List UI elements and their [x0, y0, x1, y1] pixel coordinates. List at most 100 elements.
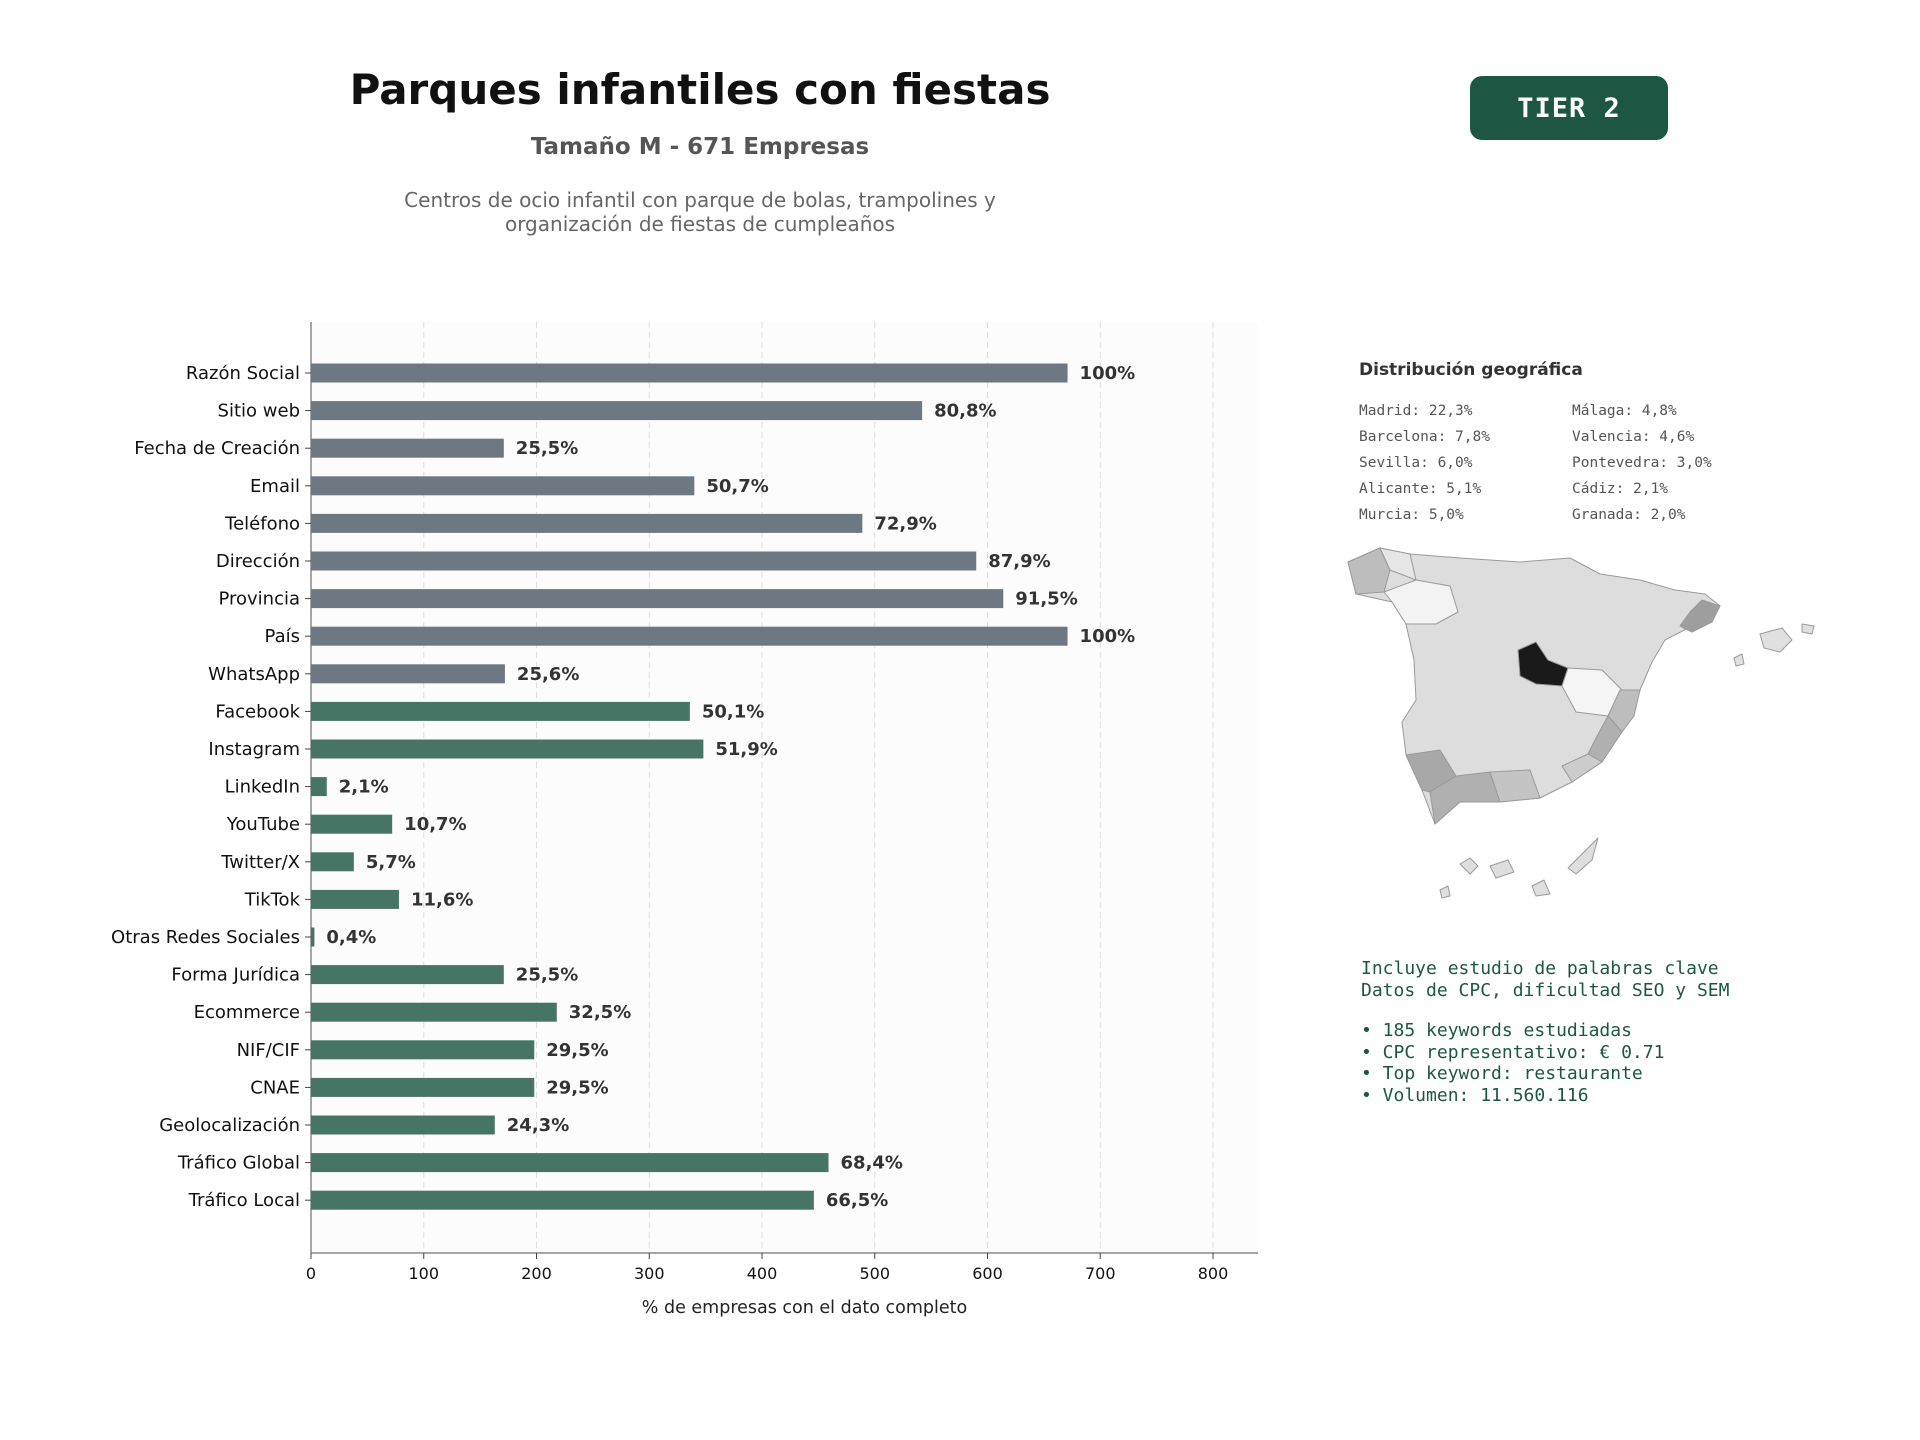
geo-item: Murcia: 5,0% [1359, 507, 1464, 523]
description-line-1: Centros de ocio infantil con parque de b… [404, 188, 996, 212]
data-label: 24,3% [507, 1115, 569, 1136]
x-tick-label: 400 [747, 1264, 778, 1283]
data-label: 100% [1080, 626, 1136, 647]
geo-list-right: Málaga: 4,8% Valencia: 4,6% Pontevedra: … [1572, 398, 1712, 528]
map-canary-1 [1459, 857, 1479, 875]
category-label: Facebook [215, 701, 300, 722]
page-title: Parques infantiles con fiestas [349, 65, 1051, 114]
keyword-item: • 185 keywords estudiadas [1361, 1020, 1632, 1041]
map-balearic-mallorca [1759, 627, 1793, 653]
data-label: 66,5% [826, 1190, 888, 1211]
data-label: 50,1% [702, 701, 764, 722]
geo-item: Alicante: 5,1% [1359, 481, 1482, 497]
map-region-pontevedra [1347, 547, 1391, 595]
keyword-item: • Top keyword: restaurante [1361, 1063, 1643, 1084]
category-label: País [265, 626, 300, 647]
category-label: Instagram [208, 739, 300, 760]
geo-item: Barcelona: 7,8% [1359, 429, 1490, 445]
geo-item: Madrid: 22,3% [1359, 403, 1473, 419]
x-tick-label: 200 [521, 1264, 552, 1283]
bar [311, 476, 695, 496]
category-label: Twitter/X [220, 852, 300, 873]
bar [311, 1077, 535, 1097]
bar [311, 814, 393, 834]
category-label: Geolocalización [159, 1115, 300, 1136]
map-region-murcia [1561, 753, 1603, 783]
bar [311, 438, 504, 458]
map-region-valencia [1607, 689, 1641, 733]
page-subtitle: Tamaño M - 671 Empresas [530, 134, 870, 160]
data-label: 51,9% [715, 739, 777, 760]
category-label: WhatsApp [208, 664, 300, 685]
tier-badge: TIER 2 [1470, 76, 1668, 140]
geo-item: Cádiz: 2,1% [1572, 481, 1669, 497]
x-tick-label: 800 [1198, 1264, 1229, 1283]
data-label: 29,5% [546, 1040, 608, 1061]
bar [311, 1040, 535, 1060]
bar [311, 363, 1068, 383]
bar [311, 701, 690, 721]
category-label: Ecommerce [194, 1002, 300, 1023]
category-label: Tráfico Local [188, 1190, 300, 1211]
x-axis-label: % de empresas con el dato completo [642, 1298, 967, 1318]
bar [311, 739, 704, 759]
bar [311, 626, 1068, 646]
bar [311, 401, 923, 421]
data-label: 5,7% [366, 852, 416, 873]
category-label: Sitio web [218, 401, 300, 422]
category-label: YouTube [226, 814, 300, 835]
data-label: 25,5% [516, 438, 578, 459]
keyword-item: • CPC representativo: € 0.71 [1361, 1041, 1665, 1063]
category-label: Teléfono [224, 513, 300, 534]
category-label: Tráfico Global [177, 1153, 300, 1174]
x-tick-label: 600 [972, 1264, 1003, 1283]
map-region-granada [1489, 769, 1541, 803]
bar [311, 1115, 495, 1135]
category-label: Dirección [216, 551, 300, 572]
data-label: 0,4% [326, 927, 376, 948]
bar [311, 927, 315, 947]
data-label: 87,9% [988, 551, 1050, 572]
keyword-intro-line-1: Incluye estudio de palabras clave [1361, 958, 1719, 979]
category-label: Otras Redes Sociales [111, 927, 300, 948]
keyword-intro-line-2: Datos de CPC, dificultad SEO y SEM [1361, 979, 1730, 1001]
x-tick-label: 500 [859, 1264, 890, 1283]
map-canary-5 [1439, 885, 1451, 899]
map-region-leon [1383, 579, 1459, 625]
bar [311, 589, 1004, 609]
map-canary-3 [1531, 879, 1551, 897]
header: Parques infantiles con fiestas Tamaño M … [300, 60, 1100, 236]
data-label: 10,7% [404, 814, 466, 835]
category-label: LinkedIn [225, 777, 300, 798]
bar [311, 551, 977, 571]
data-label: 25,6% [517, 664, 579, 685]
keyword-item: • Volumen: 11.560.116 [1361, 1084, 1589, 1106]
plot-area [311, 322, 1258, 1253]
x-tick-label: 300 [634, 1264, 665, 1283]
x-tick-label: 100 [408, 1264, 439, 1283]
category-label: Forma Jurídica [171, 965, 300, 986]
data-label: 50,7% [706, 476, 768, 497]
spain-map [1347, 547, 1815, 899]
data-label: 80,8% [934, 401, 996, 422]
bar [311, 965, 504, 985]
data-label: 11,6% [411, 889, 473, 910]
bar [311, 889, 399, 909]
bar [311, 1190, 814, 1210]
bar [311, 852, 354, 872]
category-label: TikTok [244, 889, 301, 910]
bar [311, 664, 505, 684]
data-label: 68,4% [841, 1153, 903, 1174]
map-canary-2 [1489, 859, 1515, 879]
description: Centros de ocio infantil con parque de b… [300, 188, 1100, 236]
category-label: Razón Social [186, 363, 300, 384]
description-line-2: organización de fiestas de cumpleaños [504, 212, 896, 236]
data-label: 25,5% [516, 965, 578, 986]
data-label: 72,9% [874, 513, 936, 534]
bar [311, 777, 327, 797]
geo-item: Sevilla: 6,0% [1359, 455, 1473, 471]
bar [311, 1153, 829, 1173]
data-label: 100% [1080, 363, 1136, 384]
keyword-info: Incluye estudio de palabras clave Datos … [1361, 958, 1729, 1106]
bar [311, 1002, 557, 1022]
